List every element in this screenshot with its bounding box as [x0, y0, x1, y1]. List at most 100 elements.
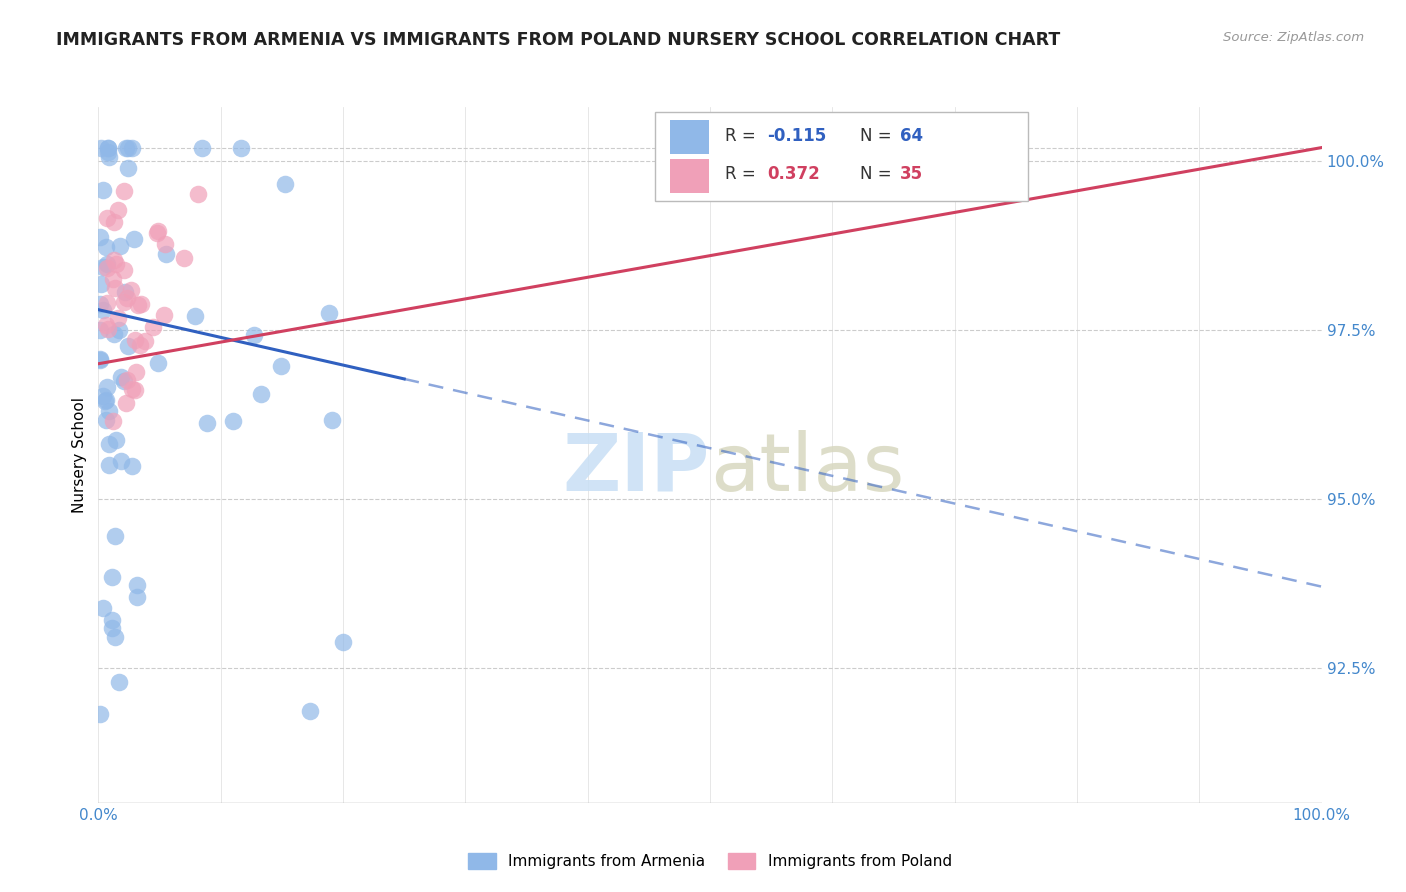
- Point: [128, 338, 150, 352]
- Text: IMMIGRANTS FROM ARMENIA VS IMMIGRANTS FROM POLAND NURSERY SCHOOL CORRELATION CHA: IMMIGRANTS FROM ARMENIA VS IMMIGRANTS FR…: [56, 31, 1060, 49]
- Point: [110, 369, 132, 384]
- Point: [107, 202, 129, 217]
- Point: [98, 150, 121, 164]
- Point: [93, 394, 115, 409]
- Point: [122, 232, 145, 246]
- Text: Source: ZipAtlas.com: Source: ZipAtlas.com: [1223, 31, 1364, 45]
- Point: [96, 296, 118, 310]
- Text: ZIP: ZIP: [562, 430, 710, 508]
- Point: [91, 601, 114, 615]
- Point: [243, 328, 266, 343]
- Text: 64: 64: [900, 127, 922, 145]
- Text: 0.372: 0.372: [768, 165, 820, 183]
- Text: atlas: atlas: [710, 430, 904, 508]
- Point: [129, 296, 152, 310]
- Point: [195, 417, 218, 431]
- Text: N =: N =: [860, 165, 897, 183]
- Legend: Immigrants from Armenia, Immigrants from Poland: Immigrants from Armenia, Immigrants from…: [463, 847, 957, 875]
- Point: [108, 675, 131, 690]
- FancyBboxPatch shape: [655, 112, 1028, 201]
- Point: [103, 326, 125, 341]
- Point: [97, 140, 120, 154]
- Point: [97, 140, 120, 154]
- Point: [91, 389, 114, 403]
- Point: [270, 359, 292, 373]
- Text: 35: 35: [900, 165, 922, 183]
- Point: [121, 382, 143, 396]
- Point: [117, 339, 139, 353]
- Point: [96, 257, 118, 271]
- Point: [112, 294, 135, 309]
- Point: [89, 230, 111, 244]
- Point: [97, 145, 120, 160]
- Point: [318, 306, 340, 320]
- Point: [94, 392, 117, 407]
- Point: [104, 257, 127, 271]
- Point: [101, 414, 124, 428]
- Point: [108, 323, 131, 337]
- Point: [148, 356, 170, 370]
- Point: [125, 365, 148, 379]
- Point: [93, 183, 115, 197]
- Point: [89, 351, 111, 366]
- Point: [124, 334, 146, 348]
- Point: [96, 260, 118, 275]
- Point: [89, 297, 111, 311]
- Text: -0.115: -0.115: [768, 127, 827, 145]
- Point: [250, 387, 273, 401]
- Point: [97, 322, 120, 336]
- Point: [96, 211, 118, 225]
- Text: R =: R =: [724, 165, 761, 183]
- Point: [114, 285, 136, 300]
- Point: [101, 271, 124, 285]
- Point: [107, 310, 129, 325]
- Point: [90, 277, 112, 292]
- Point: [173, 251, 195, 265]
- Point: [112, 374, 135, 388]
- Point: [142, 319, 165, 334]
- Point: [91, 303, 114, 318]
- Point: [108, 239, 131, 253]
- Point: [101, 570, 124, 584]
- Point: [104, 280, 127, 294]
- Point: [274, 177, 297, 191]
- Point: [124, 384, 146, 398]
- Point: [89, 353, 111, 368]
- Point: [127, 298, 149, 312]
- Point: [127, 590, 149, 604]
- Bar: [669, 120, 709, 153]
- Point: [105, 433, 128, 447]
- Point: [103, 215, 125, 229]
- Point: [127, 578, 149, 592]
- Point: [231, 140, 253, 154]
- Text: N =: N =: [860, 127, 897, 145]
- Point: [321, 413, 343, 427]
- Point: [121, 458, 143, 473]
- Point: [191, 140, 214, 154]
- Point: [120, 283, 142, 297]
- Point: [91, 260, 114, 274]
- Point: [115, 373, 138, 387]
- Point: [104, 630, 127, 644]
- Point: [94, 413, 117, 427]
- Point: [187, 186, 209, 201]
- Point: [155, 247, 177, 261]
- Point: [332, 634, 354, 648]
- Point: [184, 309, 207, 323]
- Point: [94, 240, 117, 254]
- Point: [299, 704, 322, 718]
- Point: [146, 224, 169, 238]
- Point: [100, 613, 122, 627]
- Y-axis label: Nursery School: Nursery School: [72, 397, 87, 513]
- Text: R =: R =: [724, 127, 761, 145]
- Point: [152, 308, 174, 322]
- Point: [117, 140, 139, 154]
- Point: [114, 140, 136, 154]
- Point: [121, 140, 143, 154]
- Point: [89, 323, 111, 337]
- Point: [94, 318, 117, 332]
- Point: [115, 395, 138, 409]
- Point: [134, 334, 156, 348]
- Point: [112, 184, 135, 198]
- Point: [90, 140, 112, 154]
